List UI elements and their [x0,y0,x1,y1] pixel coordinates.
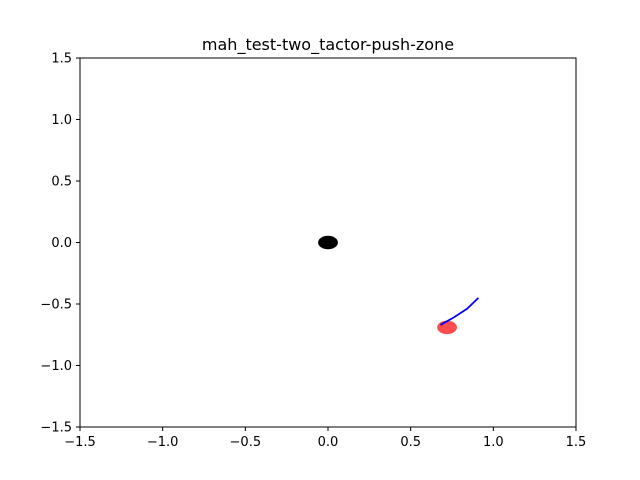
axis-ticks: −1.5 −1.0 −0.5 0.0 0.5 1.0 1.5 1.5 1.0 0.5 0.0 −0.5… [40,52,586,451]
x-tick-label: −0.5 [230,435,262,450]
x-tick-label: 1.0 [483,435,504,450]
x-tick-label: 0.0 [318,435,339,450]
y-tick-label: 1.0 [51,113,72,128]
chart-title: mah_test-two_tactor-push-zone [202,35,454,55]
y-tick-label: 1.5 [51,52,72,67]
object-black-ellipse [318,235,338,250]
plot-area [318,235,480,335]
x-tick-label: −1.5 [64,435,96,450]
x-tick-label: −1.0 [147,435,179,450]
object-red-ellipse [437,320,457,335]
y-tick-label: −1.5 [40,421,72,436]
axes-frame [79,57,577,428]
x-tick-label: 1.5 [566,435,587,450]
y-tick-label: 0.0 [51,236,72,251]
trajectory-line [439,297,480,326]
y-tick-label: −1.0 [40,359,72,374]
x-tick-label: 0.5 [400,435,421,450]
y-tick-label: 0.5 [51,175,72,190]
y-tick-label: −0.5 [40,298,72,313]
